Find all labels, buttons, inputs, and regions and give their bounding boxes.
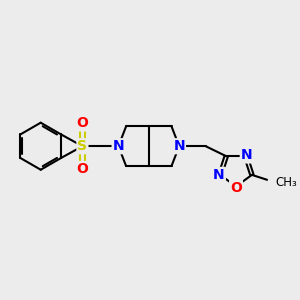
Text: O: O	[76, 162, 88, 176]
Text: N: N	[213, 168, 225, 182]
Text: N: N	[112, 139, 124, 153]
Text: O: O	[76, 116, 88, 130]
Text: CH₃: CH₃	[275, 176, 297, 189]
Text: N: N	[173, 139, 185, 153]
Text: N: N	[241, 148, 252, 163]
Text: S: S	[77, 139, 87, 153]
Text: O: O	[230, 181, 242, 195]
